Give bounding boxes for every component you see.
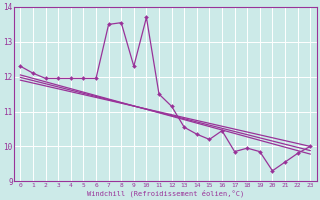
X-axis label: Windchill (Refroidissement éolien,°C): Windchill (Refroidissement éolien,°C) <box>87 189 244 197</box>
